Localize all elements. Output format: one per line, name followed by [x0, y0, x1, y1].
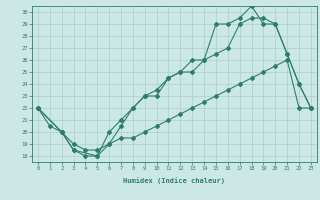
X-axis label: Humidex (Indice chaleur): Humidex (Indice chaleur)	[124, 177, 225, 184]
